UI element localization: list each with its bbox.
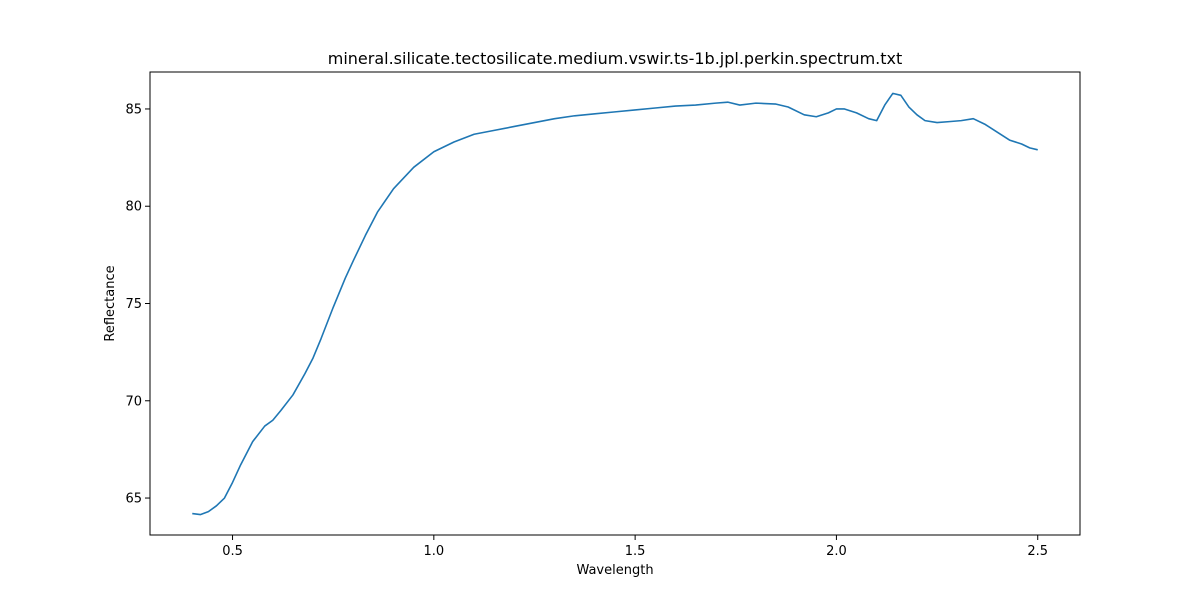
x-tick-label: 1.5: [625, 544, 646, 559]
y-axis-label: Reflectance: [103, 265, 118, 341]
y-axis: 65 70 75 80 85: [125, 102, 150, 507]
y-tick-label: 85: [125, 102, 142, 117]
x-tick-label: 1.0: [423, 544, 444, 559]
y-tick-label: 65: [125, 492, 142, 507]
y-tick-label: 80: [125, 200, 142, 215]
x-axis: 0.5 1.0 1.5 2.0 2.5: [222, 535, 1048, 559]
y-tick-label: 75: [125, 297, 142, 312]
x-tick-label: 0.5: [222, 544, 243, 559]
x-axis-label: Wavelength: [576, 563, 653, 578]
x-tick-label: 2.5: [1027, 544, 1048, 559]
chart-title: mineral.silicate.tectosilicate.medium.vs…: [328, 49, 903, 68]
series-line-reflectance: [192, 92, 1038, 516]
x-tick-label: 2.0: [826, 544, 847, 559]
y-tick-label: 70: [125, 394, 142, 409]
